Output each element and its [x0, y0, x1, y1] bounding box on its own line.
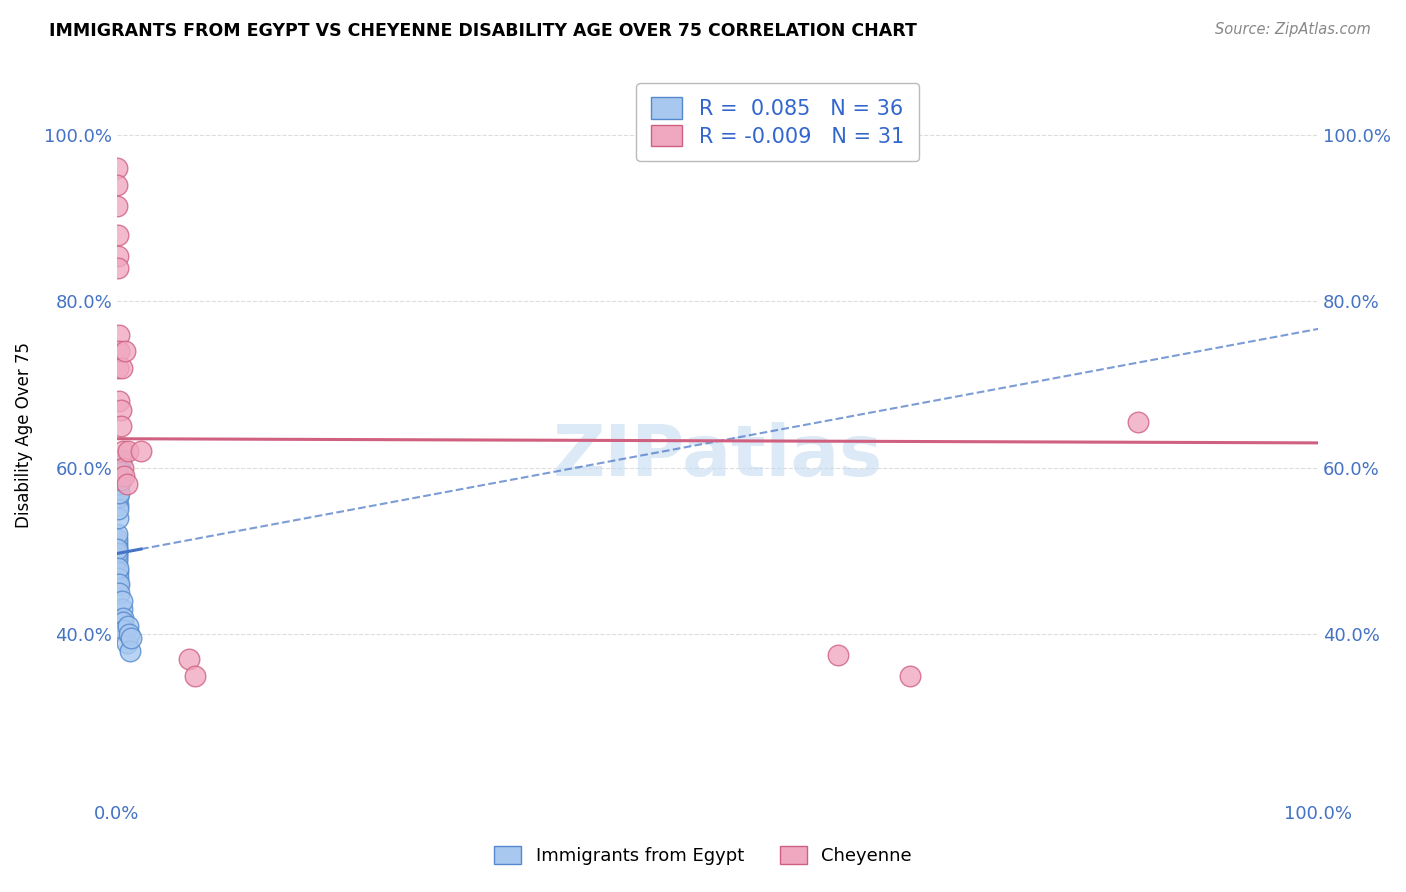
Point [107, 261, 129, 276]
Point [107, 571, 129, 585]
Point [827, 648, 849, 662]
Point [111, 460, 134, 475]
Point [105, 527, 128, 541]
Point [112, 469, 135, 483]
Point [111, 444, 134, 458]
Point [1126, 415, 1149, 429]
Point [108, 585, 131, 599]
Y-axis label: Disability Age Over 75: Disability Age Over 75 [15, 342, 32, 527]
Point [184, 669, 207, 683]
Point [110, 402, 132, 417]
Point [108, 469, 131, 483]
Point [110, 419, 132, 434]
Point [107, 560, 129, 574]
Point [117, 619, 139, 633]
Point [108, 577, 131, 591]
Point [114, 344, 136, 359]
Point [111, 610, 134, 624]
Point [117, 444, 139, 458]
Point [118, 627, 141, 641]
Legend: R =  0.085   N = 36, R = -0.009   N = 31: R = 0.085 N = 36, R = -0.009 N = 31 [637, 83, 918, 161]
Point [107, 577, 129, 591]
Point [105, 540, 128, 554]
Point [108, 394, 131, 409]
Point [107, 227, 129, 242]
Point [115, 477, 138, 491]
Point [120, 632, 142, 646]
Point [115, 635, 138, 649]
Point [108, 327, 131, 342]
Point [107, 510, 129, 524]
Point [111, 361, 134, 376]
Point [110, 473, 132, 487]
Point [105, 554, 128, 568]
Point [108, 477, 131, 491]
Text: IMMIGRANTS FROM EGYPT VS CHEYENNE DISABILITY AGE OVER 75 CORRELATION CHART: IMMIGRANTS FROM EGYPT VS CHEYENNE DISABI… [49, 22, 917, 40]
Point [111, 602, 134, 616]
Point [107, 490, 129, 504]
Point [105, 546, 128, 560]
Point [898, 669, 921, 683]
Point [105, 161, 128, 176]
Point [105, 532, 128, 546]
Point [105, 548, 128, 562]
Point [107, 502, 129, 516]
Point [110, 465, 132, 479]
Point [111, 594, 134, 608]
Point [112, 623, 135, 637]
Point [108, 344, 131, 359]
Point [107, 361, 129, 376]
Point [105, 535, 128, 549]
Point [108, 485, 131, 500]
Point [110, 452, 132, 467]
Point [105, 550, 128, 565]
Point [107, 498, 129, 512]
Text: Source: ZipAtlas.com: Source: ZipAtlas.com [1215, 22, 1371, 37]
Point [107, 565, 129, 579]
Point [129, 444, 152, 458]
Point [177, 652, 200, 666]
Point [120, 644, 142, 658]
Point [105, 199, 128, 213]
Point [111, 615, 134, 629]
Point [105, 542, 128, 557]
Text: ZIPatlas: ZIPatlas [553, 422, 883, 491]
Point [107, 249, 129, 263]
Legend: Immigrants from Egypt, Cheyenne: Immigrants from Egypt, Cheyenne [486, 838, 920, 872]
Point [105, 178, 128, 192]
Point [105, 544, 128, 558]
